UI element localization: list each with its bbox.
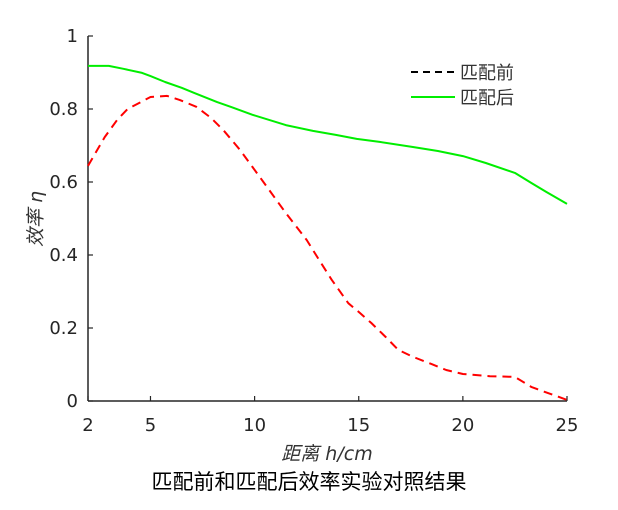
y-axis-label: 效率 η [25, 191, 47, 247]
x-tick-label: 25 [556, 415, 579, 436]
y-tick-label: 0.6 [49, 172, 78, 193]
y-tick-label: 0.4 [49, 245, 78, 266]
y-tick-label: 0 [67, 391, 78, 412]
series-line-2 [88, 64, 568, 205]
x-tick-label: 10 [243, 415, 266, 436]
y-tick-label: 0.8 [49, 99, 78, 120]
figure-caption: 匹配前和匹配后效率实验对照结果 [151, 470, 467, 494]
y-tick-label: 1 [67, 26, 78, 47]
x-axis-label: 距离 h/cm [281, 443, 372, 465]
x-tick-label: 5 [145, 415, 156, 436]
legend-label-1: 匹配前 [460, 63, 514, 84]
x-tick-label: 2 [82, 415, 93, 436]
x-tick-label: 20 [451, 415, 474, 436]
x-tick-label: 15 [347, 415, 370, 436]
series-lines [87, 64, 568, 401]
legend-label-2: 匹配后 [460, 88, 514, 109]
y-tick-label: 0.2 [49, 318, 78, 339]
series-line-1 [87, 94, 568, 401]
